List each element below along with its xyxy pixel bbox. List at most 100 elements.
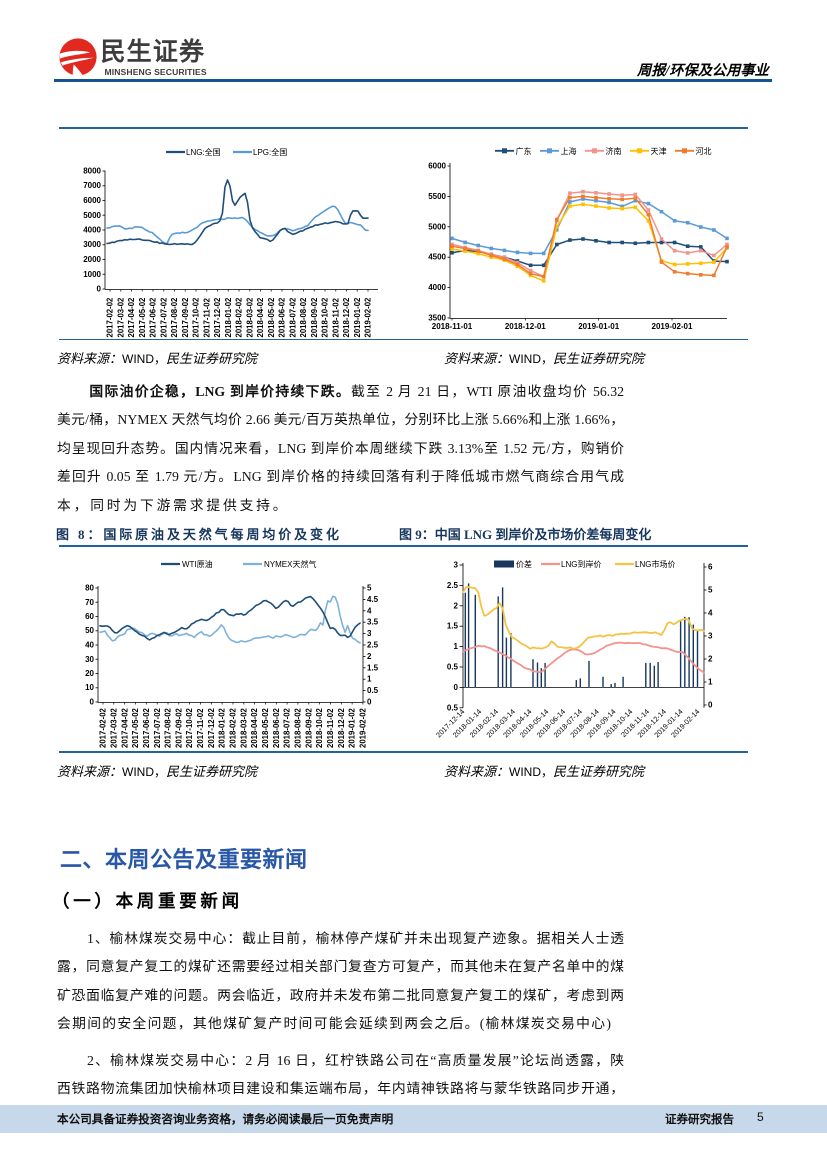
svg-text:上海: 上海 [561, 146, 577, 156]
svg-text:0: 0 [708, 701, 713, 710]
svg-text:10: 10 [85, 683, 94, 692]
svg-text:2018-10-02: 2018-10-02 [315, 707, 324, 748]
svg-text:2017-03-02: 2017-03-02 [109, 707, 118, 748]
svg-text:3500: 3500 [428, 314, 446, 323]
svg-text:1000: 1000 [83, 270, 101, 279]
svg-text:0: 0 [367, 698, 372, 707]
svg-text:0: 0 [97, 285, 102, 294]
svg-text:2018-05-02: 2018-05-02 [261, 707, 270, 748]
svg-text:2017-09-02: 2017-09-02 [174, 707, 183, 748]
svg-text:LPG:全国: LPG:全国 [253, 147, 287, 157]
svg-text:2017-05-02: 2017-05-02 [138, 297, 147, 338]
svg-text:4: 4 [367, 606, 372, 615]
svg-text:5: 5 [367, 584, 372, 593]
svg-text:2019-01-02: 2019-01-02 [353, 297, 362, 338]
svg-text:0: 0 [90, 698, 95, 707]
svg-text:2017-07-02: 2017-07-02 [153, 707, 162, 748]
svg-text:2018-07-02: 2018-07-02 [288, 297, 297, 338]
svg-text:7000: 7000 [83, 181, 101, 190]
svg-text:2018-07-02: 2018-07-02 [283, 707, 292, 748]
svg-text:60: 60 [85, 612, 94, 621]
svg-text:2: 2 [367, 652, 372, 661]
svg-text:2018-08-02: 2018-08-02 [299, 297, 308, 338]
svg-text:2000: 2000 [83, 255, 101, 264]
svg-text:0.5: 0.5 [447, 663, 459, 672]
svg-text:2018-12-02: 2018-12-02 [342, 297, 351, 338]
svg-text:价差: 价差 [516, 559, 532, 569]
svg-text:2017-06-02: 2017-06-02 [149, 297, 158, 338]
svg-text:2018-03-02: 2018-03-02 [245, 297, 254, 338]
svg-text:2019-01-01: 2019-01-01 [578, 322, 619, 331]
svg-text:2018-10-02: 2018-10-02 [321, 297, 330, 338]
svg-text:2018-11-02: 2018-11-02 [331, 297, 340, 337]
svg-text:30: 30 [85, 655, 94, 664]
svg-text:70: 70 [85, 598, 94, 607]
svg-text:2018-09-02: 2018-09-02 [304, 707, 313, 748]
svg-text:2018-08-02: 2018-08-02 [294, 707, 303, 748]
svg-text:4.5: 4.5 [367, 595, 379, 604]
svg-text:3: 3 [454, 561, 459, 570]
svg-text:5: 5 [708, 586, 713, 595]
svg-text:3.5: 3.5 [367, 618, 379, 627]
svg-text:6000: 6000 [83, 196, 101, 205]
svg-text:2017-02-02: 2017-02-02 [99, 707, 108, 748]
svg-text:2.5: 2.5 [447, 581, 459, 590]
svg-text:2019-02-02: 2019-02-02 [364, 297, 373, 338]
svg-text:2018-04-02: 2018-04-02 [256, 297, 265, 338]
svg-text:4000: 4000 [428, 283, 446, 292]
svg-text:2019-02-01: 2019-02-01 [652, 322, 693, 331]
svg-text:2018-11-02: 2018-11-02 [326, 708, 335, 748]
svg-text:2018-11-01: 2018-11-01 [432, 322, 473, 331]
svg-text:2018-04-02: 2018-04-02 [250, 707, 259, 748]
svg-text:4500: 4500 [428, 253, 446, 262]
svg-text:0: 0 [454, 683, 459, 692]
svg-text:3000: 3000 [83, 240, 101, 249]
svg-text:80: 80 [85, 584, 94, 593]
svg-text:2017-02-02: 2017-02-02 [106, 297, 115, 338]
svg-text:2: 2 [708, 655, 713, 664]
svg-text:5000: 5000 [83, 211, 101, 220]
svg-text:6: 6 [708, 563, 713, 572]
svg-text:2017-03-02: 2017-03-02 [116, 297, 125, 338]
svg-text:1: 1 [367, 675, 372, 684]
svg-text:5000: 5000 [428, 222, 446, 231]
svg-text:0.5: 0.5 [367, 686, 379, 695]
svg-text:广东: 广东 [516, 146, 532, 156]
svg-text:2: 2 [454, 601, 459, 610]
svg-text:2017-06-02: 2017-06-02 [142, 707, 151, 748]
svg-text:WTI原油: WTI原油 [182, 559, 213, 569]
svg-text:2017-12-02: 2017-12-02 [207, 707, 216, 748]
svg-text:2018-02-02: 2018-02-02 [235, 297, 244, 338]
svg-text:2.5: 2.5 [367, 641, 379, 650]
svg-text:2017-05-02: 2017-05-02 [131, 707, 140, 748]
svg-text:2017-07-02: 2017-07-02 [159, 297, 168, 338]
svg-text:2018-06-02: 2018-06-02 [272, 707, 281, 748]
svg-text:2018-12-01: 2018-12-01 [505, 322, 546, 331]
svg-text:2018-01-02: 2018-01-02 [224, 297, 233, 338]
svg-text:8000: 8000 [83, 167, 101, 176]
svg-text:2018-01-02: 2018-01-02 [218, 707, 227, 748]
svg-text:2017-12-02: 2017-12-02 [213, 297, 222, 338]
svg-text:2018-06-02: 2018-06-02 [278, 297, 287, 338]
svg-text:LNG:全国: LNG:全国 [186, 147, 221, 157]
svg-text:2017-04-02: 2017-04-02 [120, 707, 129, 748]
svg-text:2019-01-02: 2019-01-02 [348, 707, 357, 748]
svg-text:2017-08-02: 2017-08-02 [164, 707, 173, 748]
svg-text:5500: 5500 [428, 192, 446, 201]
svg-text:2017-08-02: 2017-08-02 [170, 297, 179, 338]
svg-text:2018-12-02: 2018-12-02 [337, 707, 346, 748]
svg-text:2019-02-02: 2019-02-02 [359, 707, 368, 748]
svg-text:2017-11-02: 2017-11-02 [196, 708, 205, 748]
svg-text:天津: 天津 [651, 146, 667, 156]
svg-text:2017-09-02: 2017-09-02 [181, 297, 190, 338]
svg-text:50: 50 [85, 626, 94, 635]
svg-text:河北: 河北 [696, 146, 712, 156]
svg-text:1: 1 [708, 678, 713, 687]
svg-text:3: 3 [708, 632, 713, 641]
svg-text:4: 4 [708, 609, 713, 618]
svg-text:2018-09-02: 2018-09-02 [310, 297, 319, 338]
svg-text:0.5: 0.5 [447, 703, 459, 712]
svg-text:LNG到岸价: LNG到岸价 [561, 560, 601, 569]
svg-text:2017-04-02: 2017-04-02 [127, 297, 136, 338]
svg-text:2017-11-02: 2017-11-02 [202, 297, 211, 337]
